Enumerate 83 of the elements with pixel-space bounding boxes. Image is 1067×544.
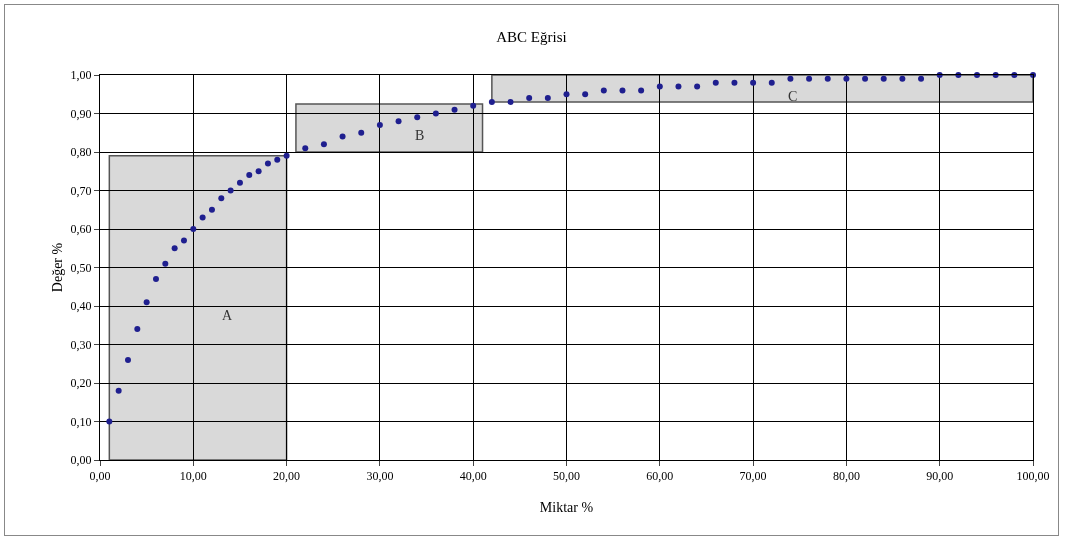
point [218,195,225,202]
point [255,168,262,175]
y-tick-label: 0,20 [70,376,92,391]
x-tick-label: 0,00 [89,469,111,484]
point [899,75,906,82]
point [124,356,131,363]
point [806,75,813,82]
point [600,87,607,94]
x-tick-label: 40,00 [459,469,487,484]
x-tick-label: 30,00 [366,469,394,484]
point [302,145,309,152]
y-tick-label: 0,70 [70,183,92,198]
point [190,226,197,232]
y-tick-label: 0,30 [70,337,92,352]
point [115,387,122,394]
point [824,75,831,82]
point [162,260,169,267]
point [414,114,421,121]
y-tick-label: 0,40 [70,299,92,314]
point [712,79,719,86]
y-tick-label: 0,00 [70,453,92,468]
point [236,179,243,186]
x-tick-label: 10,00 [179,469,207,484]
point [246,172,253,179]
point [134,326,141,333]
y-tick-label: 0,90 [70,106,92,121]
x-tick-label: 90,00 [926,469,954,484]
y-tick-label: 0,10 [70,414,92,429]
point [750,79,757,86]
point [526,95,533,102]
point [274,156,281,163]
point [143,299,150,306]
x-tick-label: 100,00 [1016,469,1050,484]
band-label: B [415,128,425,143]
point [656,83,663,90]
y-tick-label: 0,60 [70,222,92,237]
point [582,91,589,98]
y-tick-label: 1,00 [70,68,92,83]
point [208,206,215,213]
point [731,79,738,86]
point [432,110,439,117]
point [768,79,775,86]
point [376,122,383,129]
point [507,98,514,105]
point [974,72,981,78]
point [638,87,645,94]
point [843,75,850,82]
point [880,75,887,82]
x-tick-label: 60,00 [646,469,674,484]
point [619,87,626,94]
x-axis-title: Miktar % [539,500,594,515]
point [787,75,794,82]
y-tick-label: 0,50 [70,260,92,275]
point [152,276,159,283]
chart-title: ABC Eğrisi [496,29,567,45]
point [395,118,402,125]
y-tick-label: 0,80 [70,145,92,160]
x-tick-label: 20,00 [273,469,301,484]
point [283,152,290,159]
point [694,83,701,90]
point [544,95,551,102]
point [918,75,925,82]
point [862,75,869,82]
point [451,106,458,113]
point [675,83,682,90]
x-tick-label: 50,00 [553,469,580,484]
point [264,160,271,167]
point [358,129,365,136]
y-axis-title: Değer % [50,242,65,293]
point [171,245,178,252]
point [339,133,346,140]
point [488,98,495,105]
x-tick-label: 80,00 [832,469,860,484]
point [320,141,327,148]
point [227,187,234,194]
point [106,418,113,425]
x-tick-label: 70,00 [739,469,767,484]
point [563,91,570,98]
point [180,237,187,244]
point [199,214,206,221]
band-label: C [788,89,798,104]
point [470,102,477,109]
band-label: A [222,308,233,323]
